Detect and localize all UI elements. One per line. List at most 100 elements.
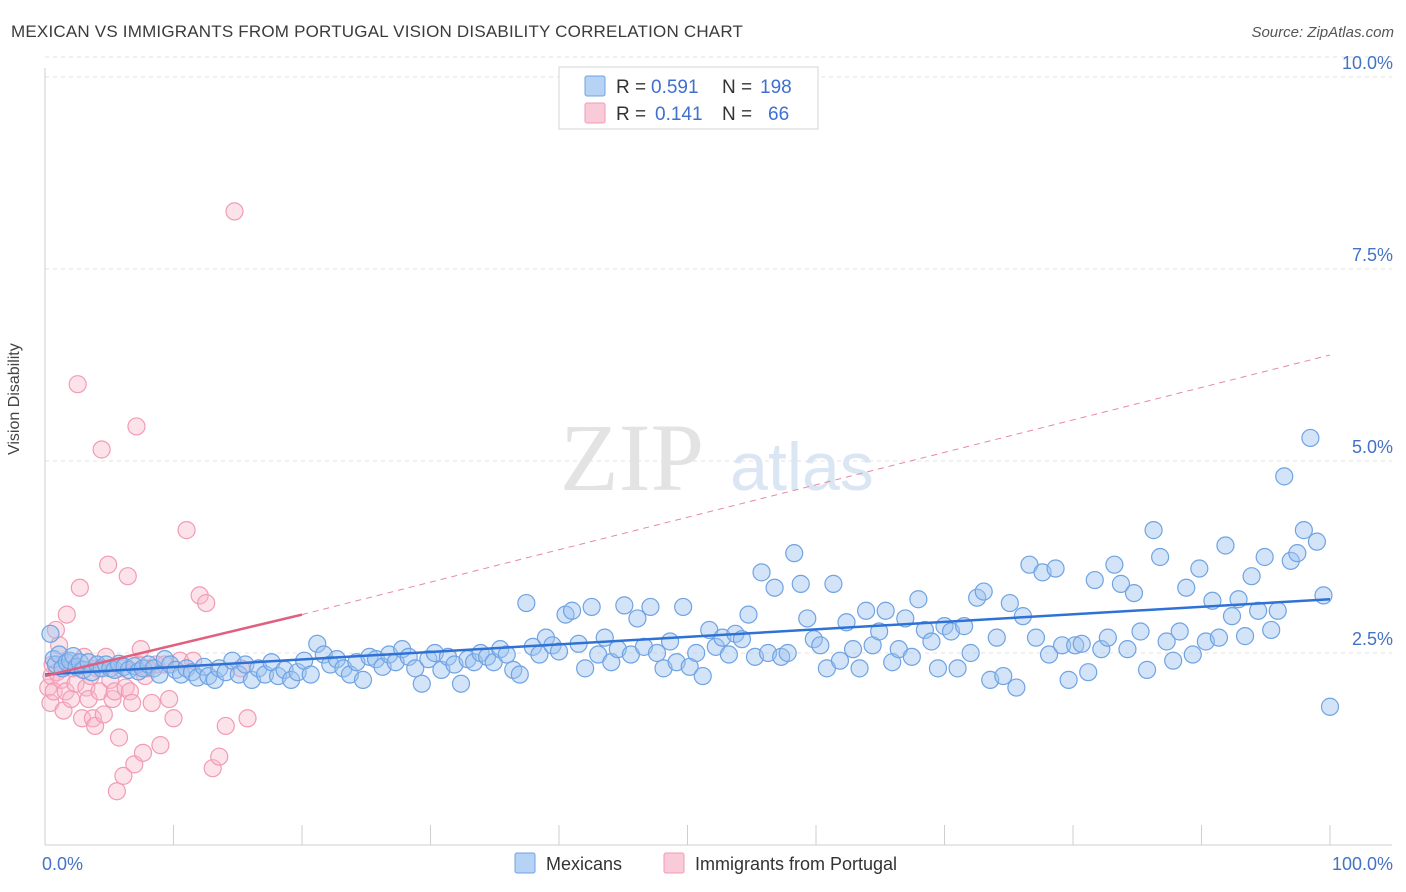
mexicans-point-89 [549,642,569,661]
portugal-point-43 [127,417,146,436]
bottom-legend-label-portugal: Immigrants from Portugal [695,854,897,874]
mexicans-point-179 [1137,660,1157,679]
portugal-point-17 [70,578,89,597]
mexicans-point-185 [1177,578,1196,597]
portugal-point-11 [57,605,76,624]
mexicans-point-195 [1242,567,1261,586]
tick-labels: 2.5% 5.0% 7.5% 10.0% 0.0% 100.0% [42,53,1393,874]
mexicans-point-103 [641,597,660,617]
mexicans-point-115 [719,645,738,664]
trend-line-portugal-extension [301,354,1331,616]
top-legend: R = 0.591 N = 198 R = 0.141 N = 66 [558,66,819,130]
mexicans-point-132 [830,651,850,670]
mexicans-point-99 [615,596,634,615]
mexicans-point-162 [1026,628,1046,647]
mexicans-point-159 [1007,678,1026,697]
mexicans-point-190 [1209,628,1229,647]
mexicans-point-157 [994,666,1013,686]
mexicans-point-205 [1307,532,1327,551]
chart-title: MEXICAN VS IMMIGRANTS FROM PORTUGAL VISI… [11,22,744,41]
legend-n-label-portugal: N = [722,104,752,125]
x-tick-label-max: 100.0% [1332,854,1393,874]
bottom-legend-label-mexicans: Mexicans [546,854,622,874]
portugal-point-56 [177,521,196,540]
portugal-point-33 [105,682,124,701]
trend-lines [44,354,1331,678]
mexicans-point-143 [902,647,921,666]
trend-line-mexicans [44,597,1331,676]
watermark: ZIP atlas [560,404,874,511]
bottom-legend: Mexicans Immigrants from Portugal [514,852,897,874]
portugal-point-30 [99,555,118,574]
portugal-point-28 [94,705,113,724]
mexicans-point-118 [739,605,758,624]
mexicans-point-122 [765,578,784,597]
mexicans-point-184 [1170,622,1189,641]
legend-r-label-portugal: R = [616,104,646,125]
mexicans-point-181 [1151,547,1170,567]
portugal-point-35 [109,728,129,747]
mexicans-point-174 [1105,555,1124,574]
legend-r-value-portugal: 0.141 [655,104,703,125]
mexicans-point-101 [628,609,647,628]
mexicans-point-84 [517,593,536,613]
mexicans-point-207 [1320,697,1340,716]
mexicans-point-180 [1144,521,1163,540]
y-tick-label-3: 10.0% [1342,53,1393,73]
axes [44,68,1392,846]
mexicans-point-204 [1301,428,1320,448]
legend-n-value-mexicans: 198 [760,77,792,98]
mexicans-point-177 [1124,583,1144,603]
mexicans-point-186 [1183,645,1202,664]
mexicans-point-74 [451,674,471,693]
portugal-point-27 [92,440,111,459]
mexicans-point-146 [922,632,941,651]
portugal-point-62 [216,716,235,736]
portugal-point-34 [107,782,126,801]
mexicans-point-111 [693,666,712,686]
y-tick-label-2: 7.5% [1352,245,1393,265]
portugal-point-53 [160,689,179,709]
mexicans-point-110 [687,643,706,663]
mexicans-point-206 [1314,586,1333,605]
mexicans-point-192 [1222,607,1242,626]
mexicans-point-68 [412,674,431,693]
mexicans-point-154 [974,582,993,601]
trend-line-portugal [44,613,303,678]
mexicans-point-108 [674,597,693,617]
mexicans-point-169 [1072,634,1091,653]
portugal-point-59 [197,593,216,613]
mexicans-point-93 [576,659,595,678]
mexicans-point-200 [1275,467,1294,486]
mexicans-point-187 [1190,559,1209,578]
mexicans-point-164 [1039,645,1059,664]
mexicans-point-126 [791,574,810,593]
watermark-atlas: atlas [730,429,874,505]
mexicans-point-135 [850,659,869,678]
mexicans-point-51 [301,665,320,684]
mexicans-point-198 [1262,620,1281,640]
mexicans-point-202 [1288,544,1307,563]
x-tick-label-min: 0.0% [42,854,83,874]
mexicans-point-172 [1092,640,1111,659]
portugal-point-13 [62,689,81,709]
mexicans-point-0 [41,624,60,643]
mexicans-point-131 [824,574,843,593]
bottom-legend-swatch-portugal [663,852,685,874]
legend-swatch-mexicans [584,75,606,97]
mexicans-point-175 [1111,574,1131,593]
y-tick-label-0: 2.5% [1352,629,1393,649]
mexicans-point-197 [1255,547,1274,567]
mexicans-point-129 [811,636,830,655]
legend-n-label-mexicans: N = [722,77,752,98]
mexicans-point-81 [497,645,516,664]
mexicans-point-3 [50,645,69,664]
mexicans-point-136 [856,601,876,620]
portugal-point-60 [203,759,222,778]
portugal-point-51 [151,736,170,755]
mexicans-point-94 [582,597,601,617]
mexicans-point-134 [843,640,863,659]
grid-lines [45,56,1392,654]
mexicans-point-83 [510,665,529,684]
legend-n-value-portugal: 66 [768,104,789,125]
